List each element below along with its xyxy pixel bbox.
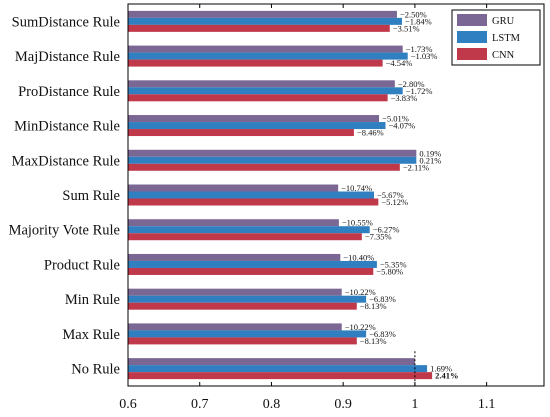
data-label-cnn-product-rule: −5.80% (376, 266, 403, 276)
bar-gru-sum-rule (128, 184, 339, 192)
bar-lstm-sum-rule (128, 191, 375, 199)
legend-swatch-cnn (457, 48, 487, 60)
bar-cnn-max-rule (128, 337, 357, 345)
bar-lstm-maxdistance-rule (128, 156, 417, 164)
category-labels-group: SumDistance Rule MajDistance Rule ProDista… (9, 14, 120, 377)
category-label-sumdistance-rule: SumDistance Rule (12, 14, 120, 30)
bar-gru-min-rule (128, 288, 342, 296)
category-label-min-rule: Min Rule (65, 292, 120, 308)
data-label-gru-mindistance-rule: −5.01% (382, 114, 409, 124)
bar-lstm-max-rule (128, 330, 367, 338)
data-label-lstm-mindistance-rule: −4.07% (388, 121, 415, 131)
data-label-gru-sum-rule: −10.74% (341, 183, 372, 193)
legend-swatch-gru (457, 14, 487, 26)
data-label-gru-max-rule: −10.22% (345, 322, 376, 332)
category-label-maxdistance-rule: MaxDistance Rule (12, 153, 120, 169)
data-label-lstm-no-rule: 1.69% (430, 364, 452, 374)
bar-lstm-min-rule (128, 295, 367, 303)
data-label-gru-majdistance-rule: −1.73% (406, 44, 433, 54)
bar-cnn-maxdistance-rule (128, 163, 400, 171)
bar-gru-majdistance-rule (128, 45, 403, 53)
data-label-cnn-sum-rule: −5.12% (381, 197, 408, 207)
category-label-sum-rule: Sum Rule (62, 188, 120, 204)
bar-cnn-majdistance-rule (128, 59, 383, 67)
x-tick-label: 0.7 (191, 397, 209, 412)
bar-cnn-sumdistance-rule (128, 24, 390, 32)
bar-gru-majority-vote-rule (128, 219, 339, 227)
data-label-gru-sumdistance-rule: −2.50% (400, 9, 427, 19)
data-label-lstm-maxdistance-rule: 0.21% (419, 155, 441, 165)
data-label-gru-product-rule: −10.40% (343, 252, 374, 262)
plot-frame (127, 3, 545, 387)
bar-gru-no-rule (128, 358, 415, 366)
legend-label-gru: GRU (492, 16, 515, 27)
x-tick-label: 1 (411, 397, 418, 412)
data-label-lstm-prodistance-rule: −1.72% (406, 86, 433, 96)
bar-lstm-product-rule (128, 260, 377, 268)
bar-cnn-sum-rule (128, 198, 379, 206)
data-label-lstm-max-rule: −6.83% (369, 329, 396, 339)
x-tick-label: 0.9 (334, 397, 352, 412)
bars-group (128, 10, 433, 380)
data-label-cnn-prodistance-rule: −3.83% (391, 93, 418, 103)
category-label-majdistance-rule: MajDistance Rule (15, 49, 120, 65)
bar-gru-max-rule (128, 323, 342, 331)
bar-lstm-mindistance-rule (128, 122, 386, 130)
category-label-max-rule: Max Rule (62, 327, 120, 343)
bar-cnn-prodistance-rule (128, 94, 388, 102)
bar-gru-maxdistance-rule (128, 149, 417, 157)
data-label-gru-min-rule: −10.22% (345, 287, 376, 297)
bar-lstm-prodistance-rule (128, 87, 403, 95)
bar-lstm-majdistance-rule (128, 52, 408, 60)
legend-label-lstm: LSTM (492, 33, 521, 44)
data-label-lstm-majdistance-rule: −1.03% (411, 51, 438, 61)
category-label-no-rule: No Rule (71, 362, 120, 378)
data-label-lstm-product-rule: −5.35% (380, 259, 407, 269)
bar-cnn-mindistance-rule (128, 129, 354, 137)
bar-gru-prodistance-rule (128, 80, 395, 88)
bar-cnn-product-rule (128, 267, 374, 275)
bar-cnn-min-rule (128, 302, 357, 310)
bar-lstm-no-rule (128, 365, 428, 373)
data-label-gru-maxdistance-rule: 0.19% (419, 148, 441, 158)
data-label-gru-majority-vote-rule: −10.55% (342, 218, 373, 228)
data-label-lstm-min-rule: −6.83% (369, 294, 396, 304)
data-label-cnn-maxdistance-rule: −2.11% (403, 162, 429, 172)
x-tick-label: 1.1 (478, 397, 496, 412)
data-label-cnn-mindistance-rule: −8.46% (357, 128, 384, 138)
category-label-product-rule: Product Rule (44, 257, 120, 273)
category-label-majority-vote-rule: Majority Vote Rule (9, 223, 120, 239)
legend-swatch-lstm (457, 31, 487, 43)
legend: GRU LSTM CNN (451, 9, 541, 66)
data-label-lstm-sumdistance-rule: −1.84% (405, 16, 432, 26)
data-label-gru-prodistance-rule: −2.80% (398, 79, 425, 89)
x-tick-label: 0.6 (119, 397, 137, 412)
bar-lstm-sumdistance-rule (128, 17, 402, 25)
bar-gru-sumdistance-rule (128, 10, 397, 18)
legend-label-cnn: CNN (492, 50, 515, 61)
data-label-cnn-max-rule: −8.13% (360, 336, 387, 346)
data-label-lstm-sum-rule: −5.67% (377, 190, 404, 200)
data-labels-group: −2.50%−1.84%−3.51% −1.73%−1.03%−4.54% −2.8… (341, 9, 458, 380)
bar-cnn-majority-vote-rule (128, 233, 362, 241)
data-label-cnn-majority-vote-rule: −7.35% (365, 232, 392, 242)
category-label-prodistance-rule: ProDistance Rule (18, 84, 120, 100)
x-tick-label: 0.8 (263, 397, 281, 412)
data-label-cnn-sumdistance-rule: −3.51% (393, 23, 420, 33)
category-label-mindistance-rule: MinDistance Rule (14, 119, 120, 135)
bar-gru-product-rule (128, 253, 341, 261)
data-label-cnn-no-rule: 2.41% (435, 371, 458, 381)
data-label-lstm-majority-vote-rule: −6.27% (373, 225, 400, 235)
bar-gru-mindistance-rule (128, 115, 380, 123)
bar-lstm-majority-vote-rule (128, 226, 370, 234)
bar-cnn-no-rule (128, 372, 433, 380)
data-label-cnn-majdistance-rule: −4.54% (386, 58, 413, 68)
data-label-cnn-min-rule: −8.13% (360, 301, 387, 311)
